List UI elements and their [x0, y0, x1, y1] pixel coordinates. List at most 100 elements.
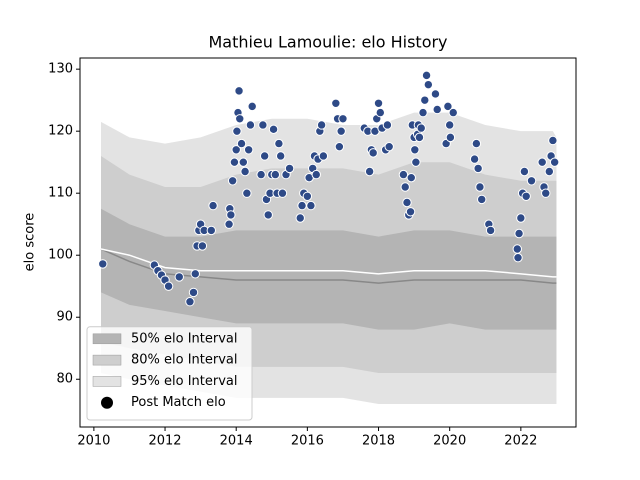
- post-match-point: [226, 210, 236, 220]
- post-match-point: [235, 114, 245, 124]
- post-match-point: [263, 210, 273, 220]
- post-match-point: [400, 182, 410, 192]
- post-match-point: [316, 120, 327, 130]
- post-match-point: [382, 120, 393, 130]
- legend-box: [86, 326, 253, 421]
- x-tick-label: 2014: [220, 434, 253, 449]
- post-match-point: [410, 145, 420, 155]
- post-match-point: [258, 120, 268, 130]
- post-match-point: [444, 120, 455, 130]
- post-match-point: [238, 157, 249, 167]
- post-match-point: [190, 269, 200, 279]
- post-match-point: [516, 213, 526, 223]
- interval-band: [100, 208, 557, 330]
- post-match-point: [541, 188, 551, 198]
- post-match-point: [302, 191, 313, 201]
- y-tick-label: 90: [56, 310, 73, 325]
- post-match-point: [420, 95, 430, 105]
- legend-swatch: [92, 354, 122, 366]
- post-match-point: [295, 213, 305, 223]
- y-tick-label: 120: [48, 124, 73, 139]
- post-match-point: [98, 259, 108, 269]
- post-match-point: [421, 70, 432, 81]
- post-match-point: [418, 107, 428, 118]
- y-tick-label: 80: [56, 372, 73, 387]
- legend-label: 95% elo Interval: [131, 374, 238, 389]
- post-match-point: [306, 200, 316, 211]
- post-match-point: [398, 169, 409, 180]
- post-match-point: [445, 132, 456, 143]
- legend-label: 80% elo Interval: [131, 353, 238, 368]
- post-match-point: [208, 200, 218, 211]
- post-match-point: [414, 132, 425, 143]
- post-match-point: [338, 114, 348, 124]
- post-match-point: [311, 169, 321, 180]
- post-match-point: [430, 89, 441, 99]
- post-match-point: [336, 126, 346, 136]
- y-tick-label: 110: [48, 186, 73, 201]
- post-match-point: [231, 145, 241, 155]
- post-match-point: [373, 98, 384, 108]
- post-match-point: [537, 157, 547, 167]
- post-match-point: [240, 166, 250, 177]
- post-match-point: [247, 101, 257, 112]
- post-match-point: [549, 157, 560, 167]
- y-tick-label: 100: [48, 248, 73, 263]
- y-axis-label: elo score: [23, 213, 38, 272]
- post-match-point: [245, 120, 256, 130]
- post-match-point: [544, 166, 555, 177]
- post-match-point: [275, 151, 286, 161]
- post-match-point: [277, 188, 288, 198]
- post-match-point: [432, 104, 442, 115]
- post-match-point: [471, 138, 482, 149]
- post-match-point: [232, 126, 242, 136]
- post-match-point: [448, 107, 458, 118]
- post-match-point: [411, 157, 421, 167]
- legend-label: 50% elo Interval: [131, 331, 238, 346]
- plot-frame: [79, 57, 577, 428]
- post-match-point: [485, 225, 496, 236]
- post-match-point: [375, 107, 386, 118]
- post-match-point: [234, 86, 244, 96]
- y-tick-label: 130: [48, 62, 73, 77]
- post-match-point: [229, 157, 240, 167]
- post-match-point: [548, 135, 558, 146]
- x-tick-label: 2016: [291, 434, 324, 449]
- post-match-point: [364, 166, 375, 177]
- post-match-point: [405, 207, 416, 217]
- post-match-point: [206, 225, 216, 236]
- post-match-point: [227, 176, 238, 186]
- post-match-point: [512, 244, 522, 254]
- chart-title: Mathieu Lamoulie: elo History: [208, 33, 447, 52]
- post-match-point: [334, 141, 345, 152]
- post-match-point: [256, 169, 266, 180]
- post-match-point: [475, 182, 485, 192]
- legend-swatch: [92, 333, 122, 345]
- post-match-point: [163, 281, 174, 291]
- post-match-point: [477, 194, 487, 205]
- post-match-point: [268, 124, 279, 135]
- post-match-point: [519, 166, 530, 177]
- post-match-point: [318, 151, 329, 161]
- elo-line: [100, 248, 557, 278]
- post-match-point: [243, 145, 254, 155]
- post-match-point: [224, 219, 234, 229]
- legend-marker: [101, 396, 113, 409]
- x-tick-label: 2018: [362, 434, 395, 449]
- x-tick-label: 2010: [77, 434, 110, 449]
- post-match-point: [197, 241, 208, 251]
- post-match-point: [402, 197, 412, 208]
- post-match-point: [423, 79, 434, 90]
- post-match-point: [242, 188, 252, 198]
- post-match-point: [284, 163, 295, 174]
- post-match-point: [331, 98, 341, 108]
- post-match-point: [274, 138, 284, 149]
- x-tick-label: 2022: [504, 434, 537, 449]
- post-match-point: [526, 176, 537, 186]
- legend-label: Post Match elo: [131, 395, 226, 410]
- post-match-point: [521, 191, 531, 201]
- post-match-point: [185, 297, 195, 307]
- x-tick-label: 2012: [148, 434, 181, 449]
